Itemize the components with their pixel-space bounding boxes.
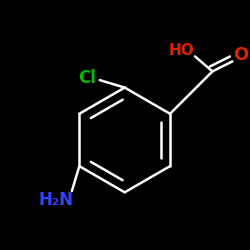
- Text: O: O: [234, 46, 249, 64]
- Text: HO: HO: [168, 43, 194, 58]
- Text: Cl: Cl: [78, 68, 96, 86]
- Text: H₂N: H₂N: [38, 191, 73, 209]
